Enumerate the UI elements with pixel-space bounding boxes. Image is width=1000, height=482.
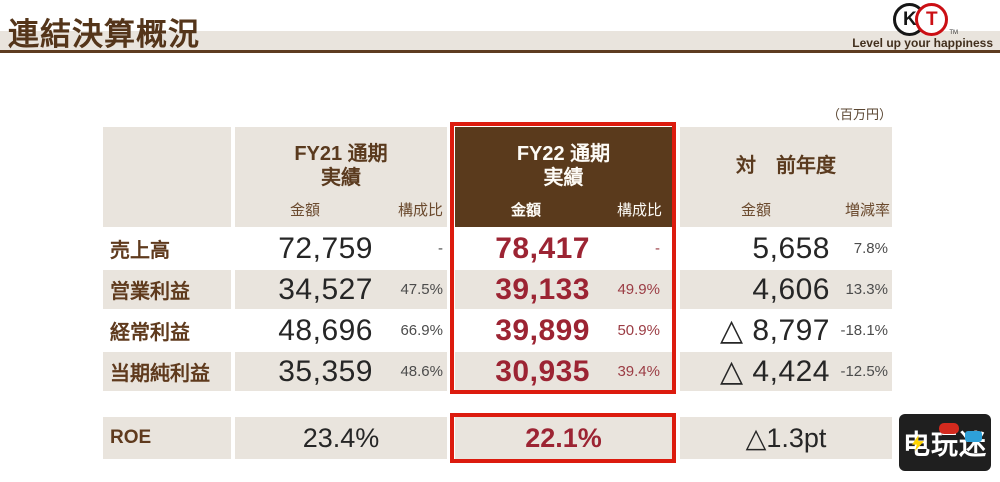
fy22-title: FY22 通期 実績 — [455, 127, 672, 199]
yoy-title-line1: 対 前年度 — [736, 155, 836, 177]
value: - — [438, 240, 443, 257]
fy21-title-line1: FY21 通期 — [294, 143, 388, 165]
value: 35,359 — [278, 354, 373, 388]
value: 5,658 — [752, 231, 830, 265]
fy21-ratio-operating-profit: 47.5% — [375, 270, 447, 309]
gamepad-icon — [939, 423, 959, 434]
value: 30,935 — [495, 354, 590, 388]
yoy-amount-header: 金額 — [740, 202, 771, 219]
fy22-amount-ordinary-profit: 39,899 — [455, 311, 597, 350]
value: 78,417 — [495, 231, 590, 265]
fy21-ratio-net-income: 48.6% — [375, 352, 447, 391]
value: △ 4,424 — [720, 355, 830, 388]
row-label-net-sales: 売上高 — [103, 229, 231, 268]
title-background-strip — [0, 31, 1000, 50]
yoy-amount-operating-profit: 4,606 — [680, 270, 832, 309]
yoy-ratio-header: 増減率 — [844, 202, 890, 219]
roe-fy21-value: 23.4% — [235, 417, 447, 459]
fy22-ratio-net-sales: - — [597, 229, 672, 268]
koei-tecmo-logo: K T TM — [893, 3, 958, 36]
fy21-amount-net-sales: 72,759 — [235, 229, 375, 268]
yoy-rate-ordinary-profit: -18.1% — [832, 311, 892, 350]
value: 4,606 — [752, 272, 830, 306]
fy22-ratio-ordinary-profit: 50.9% — [597, 311, 672, 350]
value: 34,527 — [278, 272, 373, 306]
header-blank-cell — [103, 127, 231, 227]
row-label-ordinary-profit: 経常利益 — [103, 311, 231, 350]
yoy-rate-net-income: -12.5% — [832, 352, 892, 391]
fy21-title-line2: 実績 — [321, 167, 361, 189]
fy22-title-line1: FY22 通期 — [516, 143, 611, 165]
fy21-ratio-ordinary-profit: 66.9% — [375, 311, 447, 350]
fy21-amount-operating-profit: 34,527 — [235, 270, 375, 309]
fy21-title: FY21 通期 実績 — [235, 127, 447, 199]
yoy-rate-net-sales: 7.8% — [832, 229, 892, 268]
fy22-column-header: FY22 通期 実績 金額 構成比 — [455, 127, 672, 227]
fy22-amount-net-sales: 78,417 — [455, 229, 597, 268]
page-title: 連結決算概況 — [8, 17, 200, 52]
fy21-column-header: FY21 通期 実績 金額 構成比 — [235, 127, 447, 227]
fy22-amount-header: 金額 — [510, 202, 541, 219]
fy21-amount-net-income: 35,359 — [235, 352, 375, 391]
value: 66.9% — [400, 322, 443, 339]
value: 39,133 — [495, 272, 590, 306]
logo-t-icon: T — [915, 3, 949, 36]
roe-fy22-value: 22.1% — [455, 417, 672, 459]
value: 48,696 — [278, 313, 373, 347]
yoy-rate-operating-profit: 13.3% — [832, 270, 892, 309]
fy22-ratio-header: 構成比 — [616, 202, 662, 219]
fy21-amount-ordinary-profit: 48,696 — [235, 311, 375, 350]
roe-label: ROE — [103, 417, 231, 459]
watermark-badge: 电玩迷 — [899, 414, 991, 471]
yoy-amount-net-income: △ 4,424 — [680, 352, 832, 391]
value: 39,899 — [495, 313, 590, 347]
roe-row: ROE 23.4% 22.1% △1.3pt — [103, 417, 892, 459]
value: 47.5% — [400, 281, 443, 298]
value: △ 8,797 — [720, 314, 830, 347]
value: 39.4% — [617, 363, 660, 380]
financial-results-table: FY21 通期 実績 金額 構成比 FY22 通期 実績 金額 構成比 対 前年… — [103, 127, 892, 391]
goggles-icon — [965, 431, 982, 442]
yoy-amount-ordinary-profit: △ 8,797 — [680, 311, 832, 350]
yoy-subheader: 金額 増減率 — [680, 199, 892, 227]
row-label-net-income: 当期純利益 — [103, 352, 231, 391]
fy21-subheader: 金額 構成比 — [235, 199, 447, 227]
row-label-operating-profit: 営業利益 — [103, 270, 231, 309]
value: 7.8% — [853, 240, 888, 257]
title-underline-rule — [0, 50, 1000, 53]
value: -18.1% — [840, 322, 888, 339]
yoy-amount-net-sales: 5,658 — [680, 229, 832, 268]
value: -12.5% — [840, 363, 888, 380]
fy22-subheader: 金額 構成比 — [455, 199, 672, 227]
logo-tm-mark: TM — [949, 30, 958, 36]
roe-yoy-value: △1.3pt — [680, 417, 892, 459]
fy21-ratio-net-sales: - — [375, 229, 447, 268]
value: - — [655, 240, 660, 257]
unit-note: （百万円） — [826, 107, 892, 122]
fy21-ratio-header: 構成比 — [397, 202, 443, 219]
value: 13.3% — [845, 281, 888, 298]
fy21-amount-header: 金額 — [289, 202, 320, 219]
value: 72,759 — [278, 231, 373, 265]
logo-tagline: Level up your happiness — [852, 36, 993, 50]
value: 48.6% — [400, 363, 443, 380]
fy22-amount-net-income: 30,935 — [455, 352, 597, 391]
fy22-title-line2: 実績 — [543, 167, 584, 189]
fy22-ratio-operating-profit: 49.9% — [597, 270, 672, 309]
value: 50.9% — [617, 322, 660, 339]
fy22-amount-operating-profit: 39,133 — [455, 270, 597, 309]
yoy-title: 対 前年度 — [680, 127, 892, 199]
value: 49.9% — [617, 281, 660, 298]
fy22-ratio-net-income: 39.4% — [597, 352, 672, 391]
yoy-column-header: 対 前年度 金額 増減率 — [680, 127, 892, 227]
